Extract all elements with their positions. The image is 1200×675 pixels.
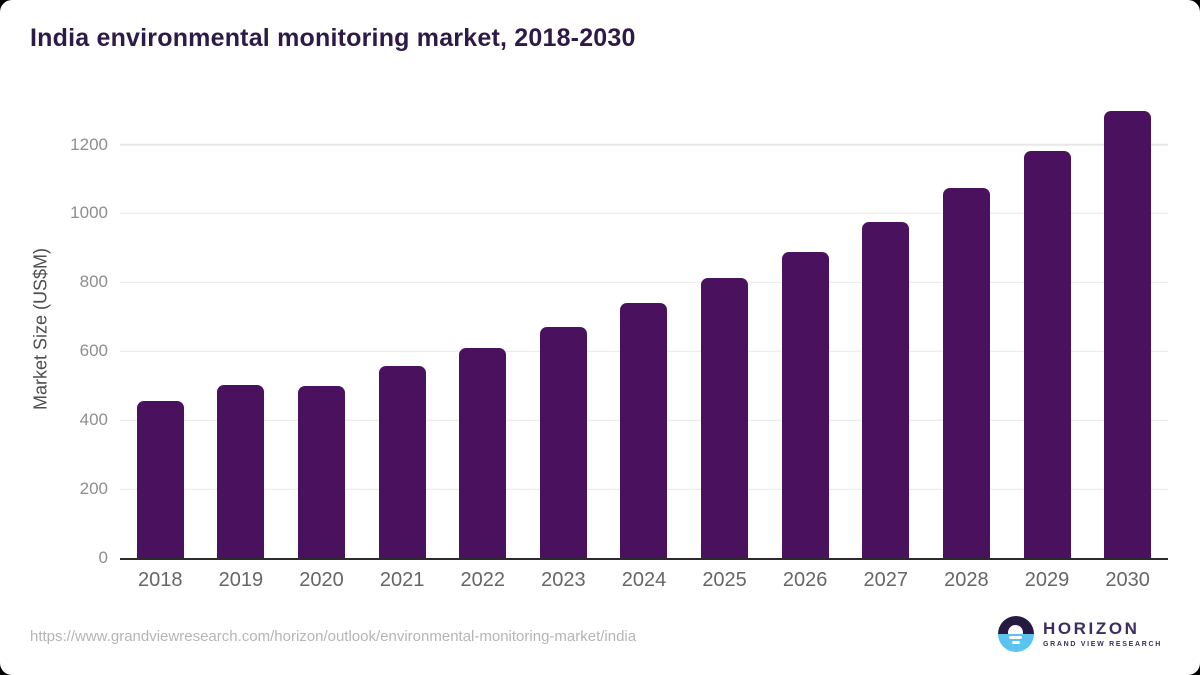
x-tick-2019: 2019 (218, 569, 264, 591)
bar-2018 (136, 401, 184, 558)
brand-logo: HORIZON GRAND VIEW RESEARCH (997, 616, 1162, 652)
bars-container (120, 98, 1168, 558)
bar-2022 (459, 347, 507, 558)
y-tick-600: 600 (79, 341, 108, 361)
logo-sun-shape (1008, 625, 1024, 634)
bar-column-2024 (604, 98, 685, 558)
x-tick-2018: 2018 (138, 569, 183, 591)
bar-2019 (217, 384, 265, 558)
x-tick-2025: 2025 (702, 569, 747, 591)
chart-title: India environmental monitoring market, 2… (30, 24, 636, 52)
bar-2024 (620, 303, 668, 558)
bar-2021 (378, 366, 426, 558)
x-axis-tick-labels: 2018 2019 2020 2021 2022 2023 2024 2025 2026 2027… (120, 568, 1168, 592)
brand-text-block: HORIZON GRAND VIEW RESEARCH (1042, 619, 1162, 649)
bar-2020 (298, 385, 346, 558)
brand-tagline: GRAND VIEW RESEARCH (1042, 641, 1162, 648)
y-axis-tick-labels: 0 200 400 600 800 1000 1200 (0, 98, 108, 567)
bar-2028 (942, 188, 990, 558)
bar-column-2026 (765, 98, 846, 558)
x-tick-2026: 2026 (782, 569, 828, 591)
y-tick-0: 0 (98, 548, 108, 567)
source-url: https://www.grandviewresearch.com/horizo… (30, 628, 637, 645)
bar-column-2021 (362, 98, 443, 558)
x-tick-2020: 2020 (299, 569, 344, 591)
bar-2025 (701, 278, 749, 558)
bar-2029 (1023, 151, 1071, 558)
logo-reflection-dash-2 (1011, 641, 1020, 644)
gridline-800 (120, 281, 1168, 284)
bar-column-2027 (845, 98, 926, 558)
x-tick-2027: 2027 (863, 569, 909, 591)
y-tick-1000: 1000 (70, 203, 108, 223)
bar-column-2028 (926, 98, 1007, 558)
bar-column-2020 (281, 98, 362, 558)
bar-column-2029 (1007, 98, 1088, 558)
x-tick-2021: 2021 (379, 569, 425, 591)
bar-2026 (781, 251, 829, 558)
bar-column-2025 (684, 98, 765, 558)
bar-column-2019 (201, 98, 282, 558)
bar-column-2022 (442, 98, 523, 558)
x-tick-2028: 2028 (944, 569, 989, 591)
bar-2027 (862, 221, 910, 558)
x-tick-2022: 2022 (460, 569, 505, 591)
plot-area (120, 98, 1168, 560)
x-tick-2023: 2023 (541, 569, 586, 591)
x-tick-2024: 2024 (621, 569, 667, 591)
x-tick-2029: 2029 (1024, 569, 1070, 591)
gridline-1200 (120, 143, 1168, 146)
x-tick-2030: 2030 (1105, 569, 1150, 591)
logo-sun-clip (998, 616, 1034, 634)
brand-name: HORIZON (1042, 619, 1140, 638)
bar-column-2023 (523, 98, 604, 558)
bar-column-2030 (1087, 98, 1168, 558)
horizon-sun-icon (997, 616, 1034, 652)
bar-2030 (1104, 111, 1152, 558)
y-tick-400: 400 (79, 410, 108, 430)
y-tick-800: 800 (79, 272, 108, 292)
bar-column-2018 (120, 98, 201, 558)
gridline-1000 (120, 212, 1168, 215)
y-tick-1200: 1200 (70, 134, 108, 154)
logo-reflection-dash-1 (1009, 636, 1023, 639)
y-tick-200: 200 (79, 479, 108, 499)
bar-2023 (539, 326, 587, 558)
